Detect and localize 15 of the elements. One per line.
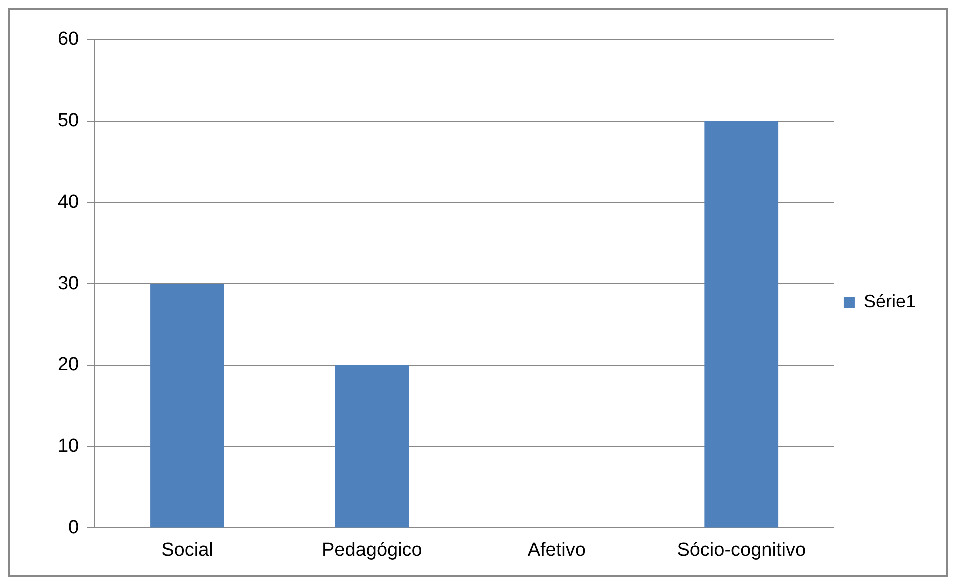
y-tick-label: 30 <box>58 273 80 294</box>
y-tick-label: 0 <box>68 517 80 538</box>
x-tick-label: Sócio-cognitivo <box>677 540 806 561</box>
bar <box>150 284 224 528</box>
y-tick-label: 10 <box>58 436 80 458</box>
y-tick-label: 60 <box>58 29 80 50</box>
y-tick-label: 40 <box>58 192 80 213</box>
legend-label: Série1 <box>864 291 916 312</box>
bar <box>704 121 779 528</box>
y-tick-label: 20 <box>58 354 80 376</box>
x-tick-label: Pedagógico <box>322 540 422 561</box>
y-tick-label: 50 <box>58 110 80 132</box>
bar <box>335 365 410 528</box>
x-tick-label: Social <box>162 540 214 561</box>
x-tick-label: Afetivo <box>528 540 586 561</box>
